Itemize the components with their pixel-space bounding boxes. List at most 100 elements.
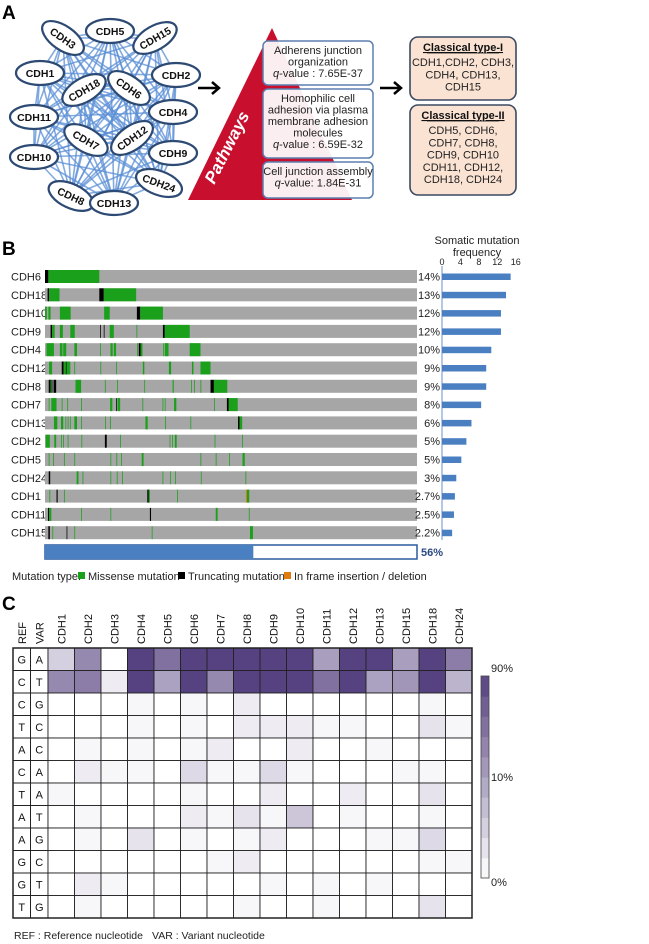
heatmap-cell	[312, 782, 340, 806]
gene-label: CDH9	[11, 326, 41, 338]
heatmap-cell	[127, 670, 155, 694]
freq-bar	[442, 346, 492, 354]
mutation-percent: 9%	[424, 363, 440, 375]
truncating-mark	[147, 489, 149, 503]
network-node: CDH8	[47, 180, 95, 212]
heatmap-cell	[418, 782, 446, 806]
heatmap-cell	[233, 850, 261, 874]
missense-mark	[69, 416, 71, 430]
oncoprint: CDH6 14%CDH18 13%CDH10 12%CDH9 12%CDH4 10%CDH…	[11, 270, 443, 560]
node-ellipse	[63, 123, 109, 157]
node-ellipse	[150, 61, 202, 89]
heatmap-cell	[127, 692, 155, 716]
missense-mark	[74, 416, 77, 430]
heatmap-cell	[74, 827, 102, 851]
missense-mark	[49, 507, 52, 521]
heatmap-cell	[47, 872, 75, 896]
heatmap-cell	[365, 827, 393, 851]
node-ellipse	[107, 69, 151, 107]
gene-label: CDH12	[11, 363, 47, 375]
missense-mark	[189, 343, 201, 357]
missense-mark	[104, 306, 110, 320]
gene-label: CDH6	[11, 272, 41, 284]
heatmap-cell	[180, 715, 208, 739]
truncating-swatch	[178, 572, 185, 579]
node-label: CDH1	[26, 68, 55, 80]
gene-track	[45, 379, 417, 393]
pathway-qvalue: q-value : 6.59E-32	[273, 139, 363, 151]
freq-tick-label: 0	[439, 257, 444, 267]
oncoprint-row: CDH5 5%	[11, 453, 440, 467]
oncoprint-row: CDH24 3%	[11, 471, 440, 485]
colorbar-label: 10%	[491, 772, 513, 784]
pathway-name: membrane adhesion	[268, 116, 368, 128]
heatmap-cell	[259, 827, 287, 851]
heatmap-cell	[365, 715, 393, 739]
node-label: CDH9	[159, 148, 188, 160]
missense-mark	[63, 361, 66, 375]
heatmap-cell	[392, 670, 420, 694]
missense-mark	[113, 343, 117, 357]
node-ellipse	[147, 98, 199, 126]
heatmap-cell	[312, 647, 340, 671]
ref-nucleotide: C	[18, 677, 26, 689]
missense-mark	[172, 379, 174, 393]
missense-mark	[110, 398, 113, 412]
network-edge	[39, 72, 133, 139]
heatmap-cell	[418, 895, 446, 919]
heatmap-cell	[445, 760, 473, 784]
missense-mark	[109, 324, 114, 338]
heatmap-cell	[286, 872, 314, 896]
ref-nucleotide: C	[18, 700, 26, 712]
footnote-var: VAR : Variant nucleotide	[152, 930, 265, 942]
missense-mark	[100, 361, 102, 375]
missense-mark	[140, 306, 163, 320]
freq-tick-label: 8	[476, 257, 481, 267]
heatmap-cell	[127, 872, 155, 896]
missense-mark	[63, 453, 65, 466]
missense-mark	[63, 434, 64, 448]
missense-mark	[60, 416, 64, 430]
missense-mark	[140, 343, 143, 357]
network-node: CDH2	[150, 61, 202, 89]
mutation-percent: 9%	[424, 381, 440, 393]
freq-tick-label: 16	[511, 257, 521, 267]
heatmap-cell	[339, 692, 367, 716]
oncoprint-row: CDH7 8%	[11, 398, 440, 412]
ref-header: REF	[17, 622, 29, 644]
truncating-mark	[100, 324, 101, 338]
network-node: CDH6	[107, 69, 151, 107]
missense-mark	[162, 471, 164, 485]
missense-mark	[116, 471, 118, 485]
var-header: VAR	[34, 622, 46, 644]
gene-track	[45, 453, 417, 466]
overall-altered-label: 56%	[421, 547, 443, 559]
missense-mark	[82, 471, 84, 485]
pathway-name: Adherens junction	[274, 45, 362, 57]
heatmap-cell	[180, 872, 208, 896]
heatmap-cell	[47, 805, 75, 829]
heatmap-cell	[339, 737, 367, 761]
heatmap-cell	[100, 670, 128, 694]
missense-mark	[45, 434, 50, 448]
gene-label: CDH2	[11, 436, 41, 448]
missense-mark	[59, 324, 63, 338]
missense-mark	[103, 288, 137, 302]
missense-mark	[120, 434, 121, 448]
inframe-mark	[245, 489, 247, 503]
heatmap-cell	[153, 872, 181, 896]
heatmap-cell	[312, 827, 340, 851]
var-nucleotide: C	[35, 857, 43, 869]
heatmap-cell	[206, 647, 234, 671]
heatmap-cell	[418, 715, 446, 739]
column-header: CDH24	[454, 608, 466, 644]
heatmap-cell	[312, 737, 340, 761]
missense-mark	[213, 379, 228, 393]
missense-mark	[215, 453, 217, 466]
heatmap-cell	[286, 760, 314, 784]
